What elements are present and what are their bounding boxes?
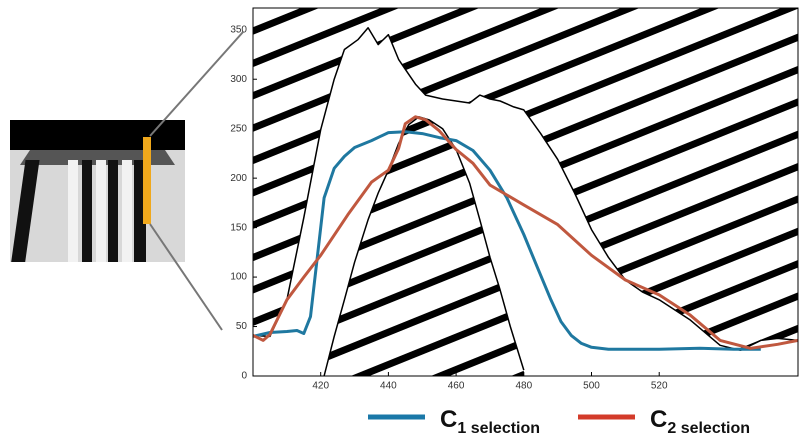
series-line [252,115,799,350]
y-tick-label: 0 [241,371,247,382]
y-tick-label: 150 [230,222,247,233]
y-tick-label: 300 [230,74,247,85]
y-tick-label: 50 [236,321,248,332]
legend-subscript: 1 selection [457,420,540,437]
y-tick-label: 250 [230,123,247,134]
x-tick-label: 460 [448,381,465,392]
thumbnail [10,31,244,331]
legend-subscript: 2 selection [667,420,750,437]
x-tick-label: 480 [515,381,532,392]
legend: C1 selection C2 selection [368,406,750,437]
x-tick-label: 420 [312,381,329,392]
y-tick-label: 350 [230,24,247,35]
y-tick-label: 100 [230,272,247,283]
legend-symbol: C [650,406,667,433]
plot-frame [252,7,799,377]
series-line [252,27,799,352]
x-tick-label: 520 [651,381,668,392]
lobe-area [324,116,524,377]
legend-label: C2 selection [650,406,750,437]
legend-symbol: C [440,406,457,433]
legend-label: C1 selection [440,406,540,437]
x-tick-label: 500 [583,381,600,392]
series-line [252,130,761,351]
y-tick-label: 200 [230,173,247,184]
x-tick-label: 440 [380,381,397,392]
plot: 0 50 100 150 200 250 300 350 420 440 460 480 500 520 [230,7,799,392]
